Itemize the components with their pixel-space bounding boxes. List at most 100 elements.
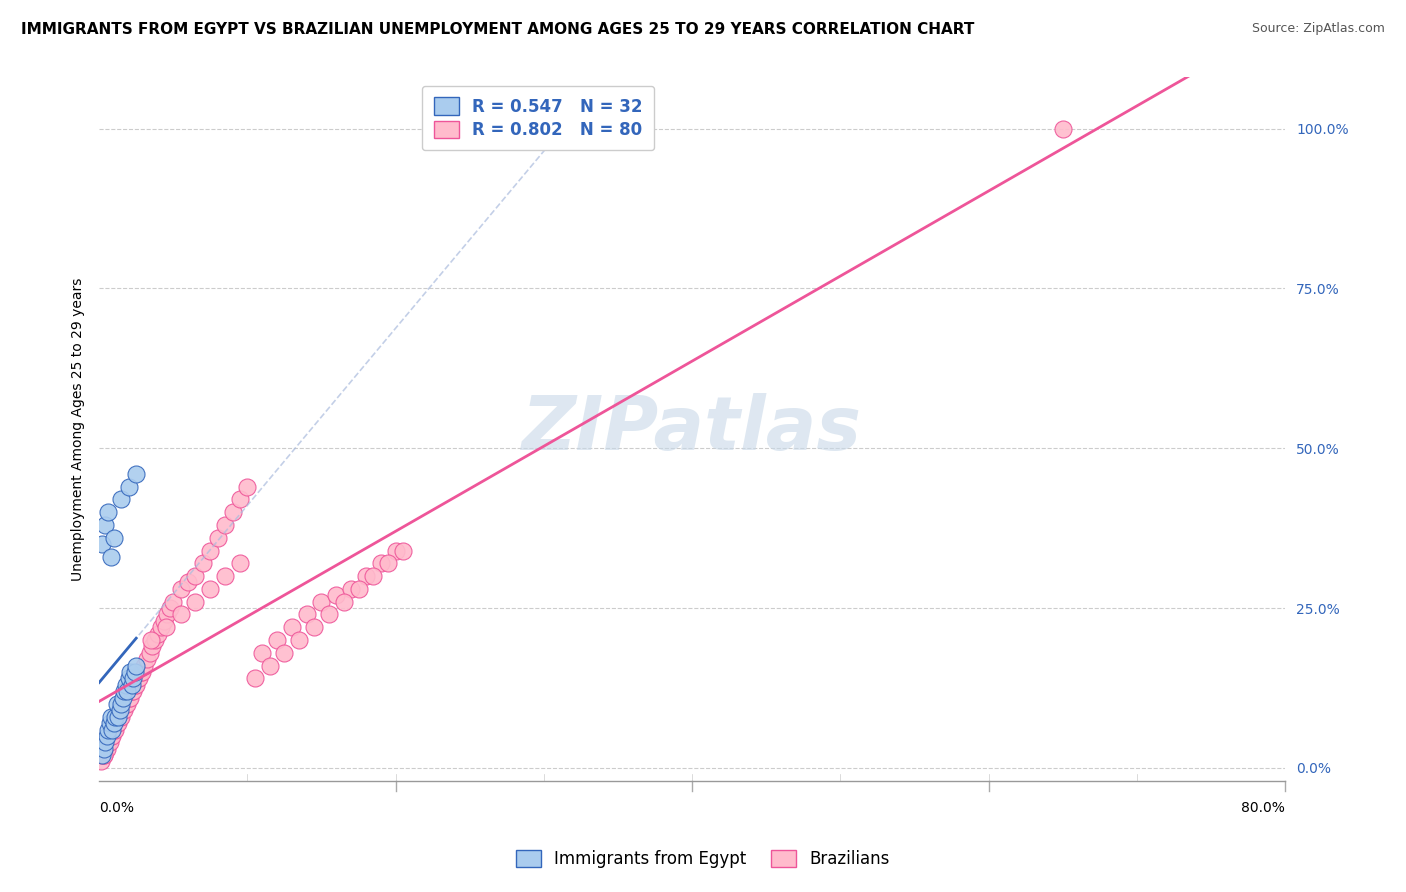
- Point: [104, 723, 127, 737]
- Point: [110, 492, 132, 507]
- Point: [302, 620, 325, 634]
- Point: [145, 632, 167, 647]
- Point: [101, 723, 124, 737]
- Point: [118, 690, 141, 705]
- Point: [135, 652, 157, 666]
- Point: [200, 582, 222, 596]
- Point: [122, 672, 145, 686]
- Text: 80.0%: 80.0%: [1241, 801, 1285, 815]
- Point: [125, 678, 148, 692]
- Point: [200, 543, 222, 558]
- Point: [114, 678, 136, 692]
- Point: [141, 640, 163, 654]
- Point: [214, 569, 236, 583]
- Text: Source: ZipAtlas.com: Source: ZipAtlas.com: [1251, 22, 1385, 36]
- Point: [177, 575, 200, 590]
- Point: [93, 748, 115, 763]
- Point: [124, 678, 146, 692]
- Text: 0.0%: 0.0%: [100, 801, 134, 815]
- Point: [384, 543, 406, 558]
- Point: [91, 748, 114, 763]
- Point: [377, 556, 399, 570]
- Y-axis label: Unemployment Among Ages 25 to 29 years: Unemployment Among Ages 25 to 29 years: [72, 277, 86, 581]
- Point: [221, 505, 243, 519]
- Point: [150, 620, 173, 634]
- Point: [347, 582, 370, 596]
- Point: [295, 607, 318, 622]
- Point: [159, 601, 181, 615]
- Point: [97, 735, 120, 749]
- Point: [108, 703, 131, 717]
- Point: [153, 614, 176, 628]
- Point: [332, 594, 354, 608]
- Point: [363, 569, 385, 583]
- Point: [138, 646, 160, 660]
- Point: [207, 531, 229, 545]
- Legend: R = 0.547   N = 32, R = 0.802   N = 80: R = 0.547 N = 32, R = 0.802 N = 80: [422, 86, 654, 151]
- Point: [288, 632, 311, 647]
- Point: [169, 607, 191, 622]
- Point: [132, 658, 155, 673]
- Point: [103, 723, 125, 737]
- Point: [111, 690, 134, 705]
- Point: [281, 620, 304, 634]
- Point: [184, 594, 207, 608]
- Point: [250, 646, 273, 660]
- Point: [124, 665, 146, 679]
- Point: [107, 710, 129, 724]
- Point: [97, 723, 120, 737]
- Point: [155, 620, 177, 634]
- Point: [325, 588, 347, 602]
- Point: [229, 492, 252, 507]
- Point: [162, 594, 184, 608]
- Point: [131, 665, 153, 679]
- Legend: Immigrants from Egypt, Brazilians: Immigrants from Egypt, Brazilians: [509, 843, 897, 875]
- Point: [104, 710, 127, 724]
- Point: [169, 582, 191, 596]
- Point: [94, 735, 117, 749]
- Point: [125, 658, 148, 673]
- Point: [122, 684, 145, 698]
- Point: [118, 672, 141, 686]
- Point: [148, 626, 170, 640]
- Point: [108, 710, 131, 724]
- Point: [127, 672, 149, 686]
- Point: [105, 716, 128, 731]
- Point: [101, 729, 124, 743]
- Text: ZIPatlas: ZIPatlas: [522, 392, 862, 466]
- Point: [236, 479, 259, 493]
- Point: [98, 735, 121, 749]
- Point: [184, 569, 207, 583]
- Text: IMMIGRANTS FROM EGYPT VS BRAZILIAN UNEMPLOYMENT AMONG AGES 25 TO 29 YEARS CORREL: IMMIGRANTS FROM EGYPT VS BRAZILIAN UNEMP…: [21, 22, 974, 37]
- Point: [129, 665, 152, 679]
- Point: [100, 729, 122, 743]
- Point: [125, 467, 148, 481]
- Point: [90, 755, 112, 769]
- Point: [266, 632, 288, 647]
- Point: [128, 672, 150, 686]
- Point: [243, 672, 266, 686]
- Point: [117, 697, 139, 711]
- Point: [112, 684, 135, 698]
- Point: [91, 537, 114, 551]
- Point: [97, 505, 120, 519]
- Point: [96, 741, 118, 756]
- Point: [139, 632, 162, 647]
- Point: [191, 556, 214, 570]
- Point: [370, 556, 392, 570]
- Point: [107, 716, 129, 731]
- Point: [259, 658, 281, 673]
- Point: [103, 531, 125, 545]
- Point: [100, 710, 122, 724]
- Point: [121, 684, 143, 698]
- Point: [120, 665, 142, 679]
- Point: [110, 710, 132, 724]
- Point: [120, 690, 142, 705]
- Point: [117, 684, 139, 698]
- Point: [91, 748, 114, 763]
- Point: [112, 703, 135, 717]
- Point: [114, 697, 136, 711]
- Point: [311, 594, 333, 608]
- Point: [105, 697, 128, 711]
- Point: [93, 748, 115, 763]
